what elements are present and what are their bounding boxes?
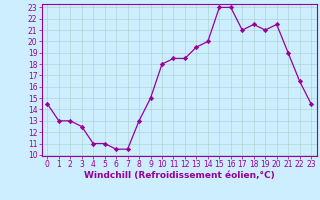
X-axis label: Windchill (Refroidissement éolien,°C): Windchill (Refroidissement éolien,°C): [84, 171, 275, 180]
